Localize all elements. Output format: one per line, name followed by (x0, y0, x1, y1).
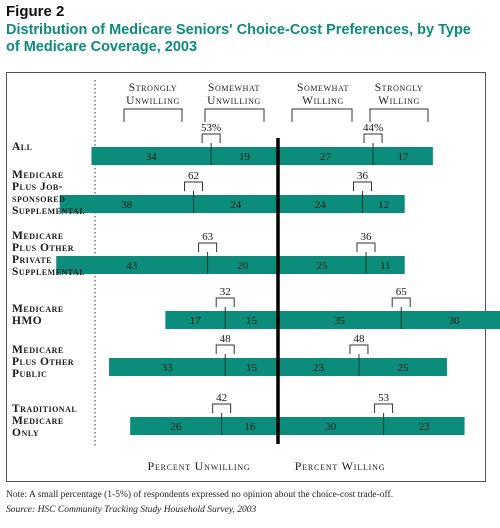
category-label-3-line3: Private (12, 254, 52, 266)
chart-note: Note: A small percentage (1-5%) of respo… (6, 490, 394, 500)
total-unwilling-4: 32 (220, 286, 231, 298)
chart-frame (6, 72, 486, 482)
axis-label-willing: Percent Willing (295, 459, 386, 473)
total-willing-5: 48 (353, 333, 365, 345)
value-somewhat-willing-6: 30 (325, 421, 337, 433)
bar-group-2 (59, 195, 405, 213)
total-unwilling-bracket-4 (215, 297, 235, 307)
category-label-5-line2: Plus Other (12, 356, 74, 368)
value-strongly-unwilling-2: 38 (121, 199, 133, 211)
header-3-line1: Somewhat (297, 82, 349, 94)
total-willing-bracket-2 (352, 181, 372, 191)
total-willing-4: 65 (396, 286, 408, 298)
header-1-line2: Unwilling (126, 95, 180, 107)
total-willing-bracket-4 (391, 297, 411, 307)
total-unwilling-bracket-6 (212, 403, 232, 413)
total-unwilling-bracket-2 (184, 181, 204, 191)
value-strongly-unwilling-1: 34 (146, 151, 158, 163)
total-willing-bracket-3 (356, 242, 376, 252)
value-somewhat-unwilling-3: 20 (237, 260, 249, 272)
category-label-4-line2: HMO (12, 315, 42, 327)
value-strongly-unwilling-5: 33 (162, 362, 174, 374)
category-label-6-line2: Medicare (12, 415, 64, 427)
header-4-line2: Willing (378, 95, 420, 107)
bar-group-3 (56, 256, 405, 274)
bar-group-4 (165, 311, 500, 329)
total-unwilling-5: 48 (220, 333, 232, 345)
header-4-bracket (369, 108, 429, 122)
header-2-bracket (204, 108, 265, 122)
value-somewhat-willing-3: 25 (317, 260, 329, 272)
value-somewhat-unwilling-4: 15 (246, 315, 258, 327)
total-willing-2: 36 (357, 170, 369, 182)
value-somewhat-willing-1: 27 (320, 151, 332, 163)
total-unwilling-3: 63 (202, 231, 214, 243)
header-2-line2: Unwilling (207, 95, 261, 107)
total-unwilling-bracket-5 (215, 344, 235, 354)
value-strongly-willing-3: 11 (380, 260, 391, 272)
total-unwilling-bracket-3 (198, 242, 218, 252)
category-label-2-line4: Supplemental (12, 205, 85, 217)
total-unwilling-2: 62 (188, 170, 199, 182)
total-willing-bracket-1 (363, 133, 383, 143)
total-willing-6: 53 (378, 392, 390, 404)
category-label-6-line3: Only (12, 427, 39, 439)
category-label-2-line3: sponsored (12, 193, 65, 205)
value-somewhat-unwilling-5: 15 (246, 362, 258, 374)
chart-title: Distribution of Medicare Seniors' Choice… (6, 22, 471, 55)
category-label-3-line2: Plus Other (12, 242, 74, 254)
value-strongly-willing-4: 30 (449, 315, 461, 327)
value-somewhat-willing-5: 23 (313, 362, 325, 374)
header-2-line1: Somewhat (208, 82, 260, 94)
header-3-line2: Willing (302, 95, 344, 107)
figure-label: Figure 2 (6, 3, 65, 20)
value-strongly-willing-2: 12 (378, 199, 389, 211)
total-willing-3: 36 (361, 231, 373, 243)
total-willing-1: 44% (363, 122, 383, 134)
category-label-4-line1: Medicare (12, 303, 64, 315)
category-label-2-line1: Medicare (12, 169, 64, 181)
total-unwilling-6: 42 (216, 392, 227, 404)
value-strongly-unwilling-3: 43 (126, 260, 138, 272)
category-label-2-line2: Plus Job- (12, 181, 63, 193)
category-label-3-line4: Supplemental (12, 266, 85, 278)
value-strongly-willing-5: 25 (397, 362, 409, 374)
total-unwilling-bracket-1 (201, 133, 221, 143)
category-label-5-line1: Medicare (12, 344, 64, 356)
header-1-bracket (123, 108, 183, 122)
value-strongly-unwilling-4: 17 (190, 315, 202, 327)
total-willing-bracket-6 (374, 403, 394, 413)
value-somewhat-unwilling-6: 16 (244, 421, 256, 433)
category-label-6-line1: Traditional (12, 403, 77, 415)
value-strongly-unwilling-6: 26 (170, 421, 182, 433)
header-3-bracket (291, 108, 353, 122)
axis-label-unwilling: Percent Unwilling (147, 459, 250, 473)
category-label-3-line1: Medicare (12, 230, 64, 242)
bar-group-6 (130, 417, 465, 435)
value-somewhat-unwilling-2: 24 (230, 199, 242, 211)
value-somewhat-unwilling-1: 19 (239, 151, 251, 163)
header-1-line1: Strongly (129, 82, 178, 94)
value-somewhat-willing-2: 24 (315, 199, 327, 211)
value-strongly-willing-1: 17 (397, 151, 409, 163)
bar-group-1 (91, 147, 433, 165)
header-4-line1: Strongly (375, 82, 424, 94)
chart-source: Source: HSC Community Tracking Study Hou… (6, 505, 257, 515)
total-unwilling-1: 53% (201, 122, 221, 134)
value-strongly-willing-6: 23 (419, 421, 431, 433)
category-label-5-line3: Public (12, 368, 47, 380)
category-label-1-line1: All (12, 141, 32, 153)
value-somewhat-willing-4: 35 (334, 315, 346, 327)
total-willing-bracket-5 (349, 344, 369, 354)
